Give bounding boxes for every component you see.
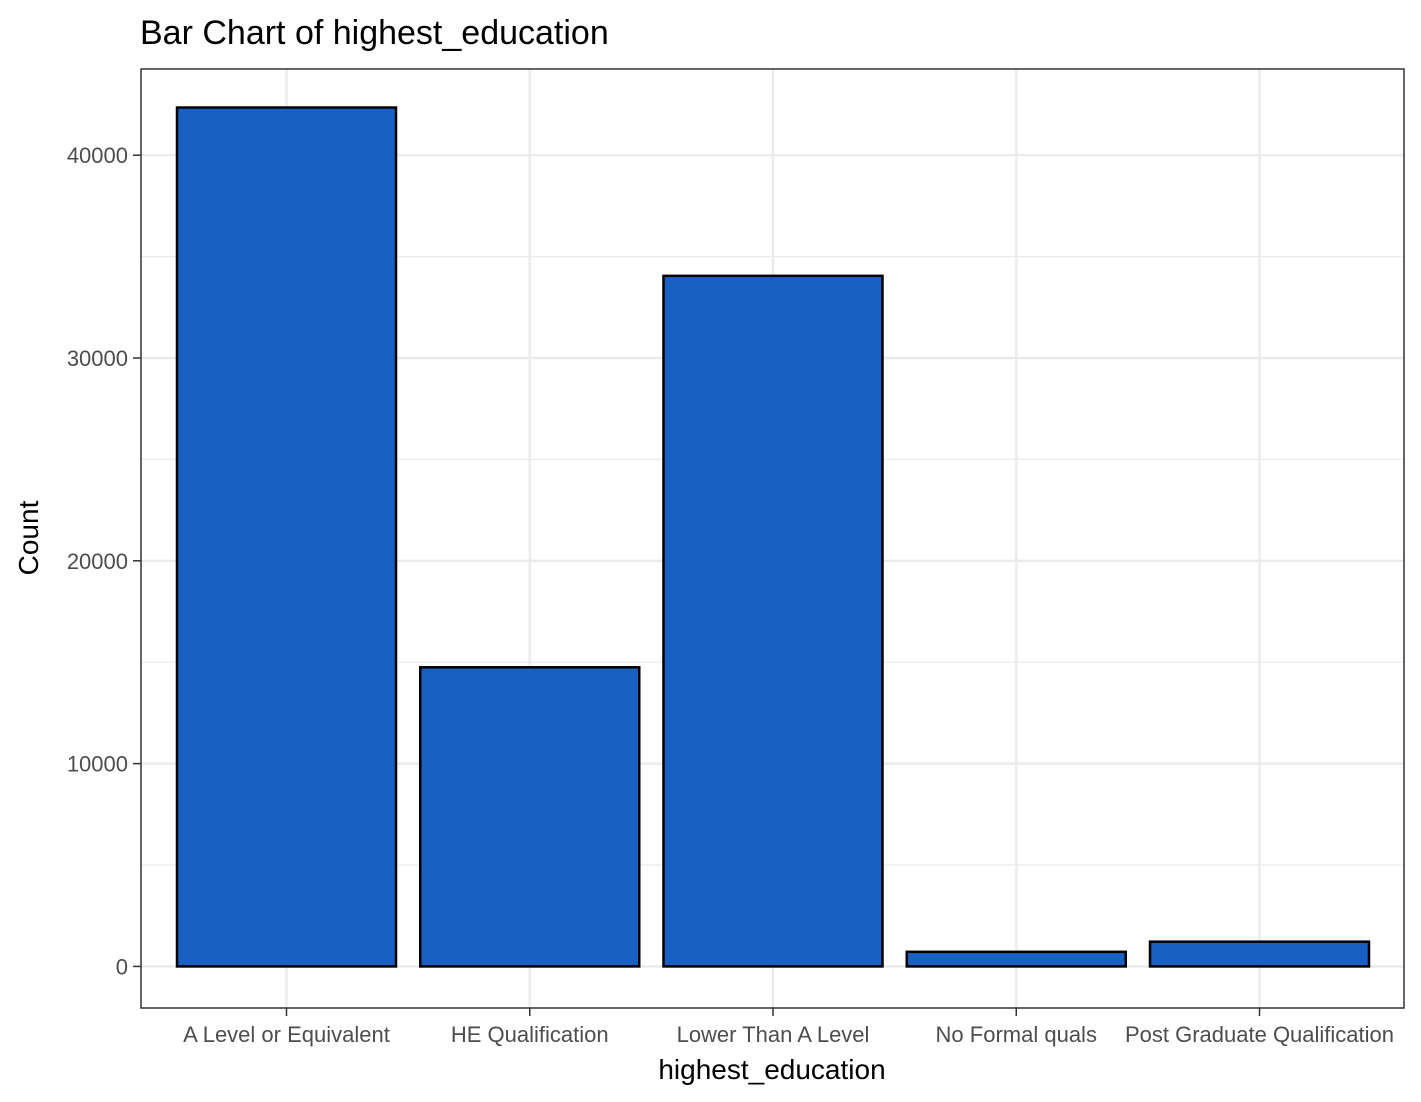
x-tick-label: Lower Than A Level — [677, 1022, 870, 1047]
y-tick-label: 40000 — [67, 143, 128, 168]
x-tick-label: Post Graduate Qualification — [1125, 1022, 1394, 1047]
bars — [175, 106, 1371, 968]
bar-no-formal-quals — [905, 950, 1127, 968]
x-axis-ticks: A Level or Equivalent HE Qualification Low… — [183, 1008, 1394, 1047]
bar-he-qualification — [419, 666, 641, 968]
bar-lower-than-a-level — [662, 274, 884, 968]
y-axis-title: Count — [13, 500, 44, 575]
y-tick-label: 30000 — [67, 346, 128, 371]
x-tick-label: HE Qualification — [451, 1022, 609, 1047]
x-tick-label: No Formal quals — [936, 1022, 1097, 1047]
x-axis-title: highest_education — [658, 1054, 885, 1085]
chart-title: Bar Chart of highest_education — [140, 14, 609, 52]
x-tick-label: A Level or Equivalent — [183, 1022, 390, 1047]
bar-a-level-or-equivalent — [175, 106, 398, 968]
bar-post-graduate-qualification — [1148, 940, 1371, 968]
y-axis-ticks: 0 10000 20000 30000 40000 — [67, 143, 141, 979]
y-tick-label: 0 — [116, 954, 128, 979]
y-tick-label: 10000 — [67, 752, 128, 777]
y-tick-label: 20000 — [67, 549, 128, 574]
